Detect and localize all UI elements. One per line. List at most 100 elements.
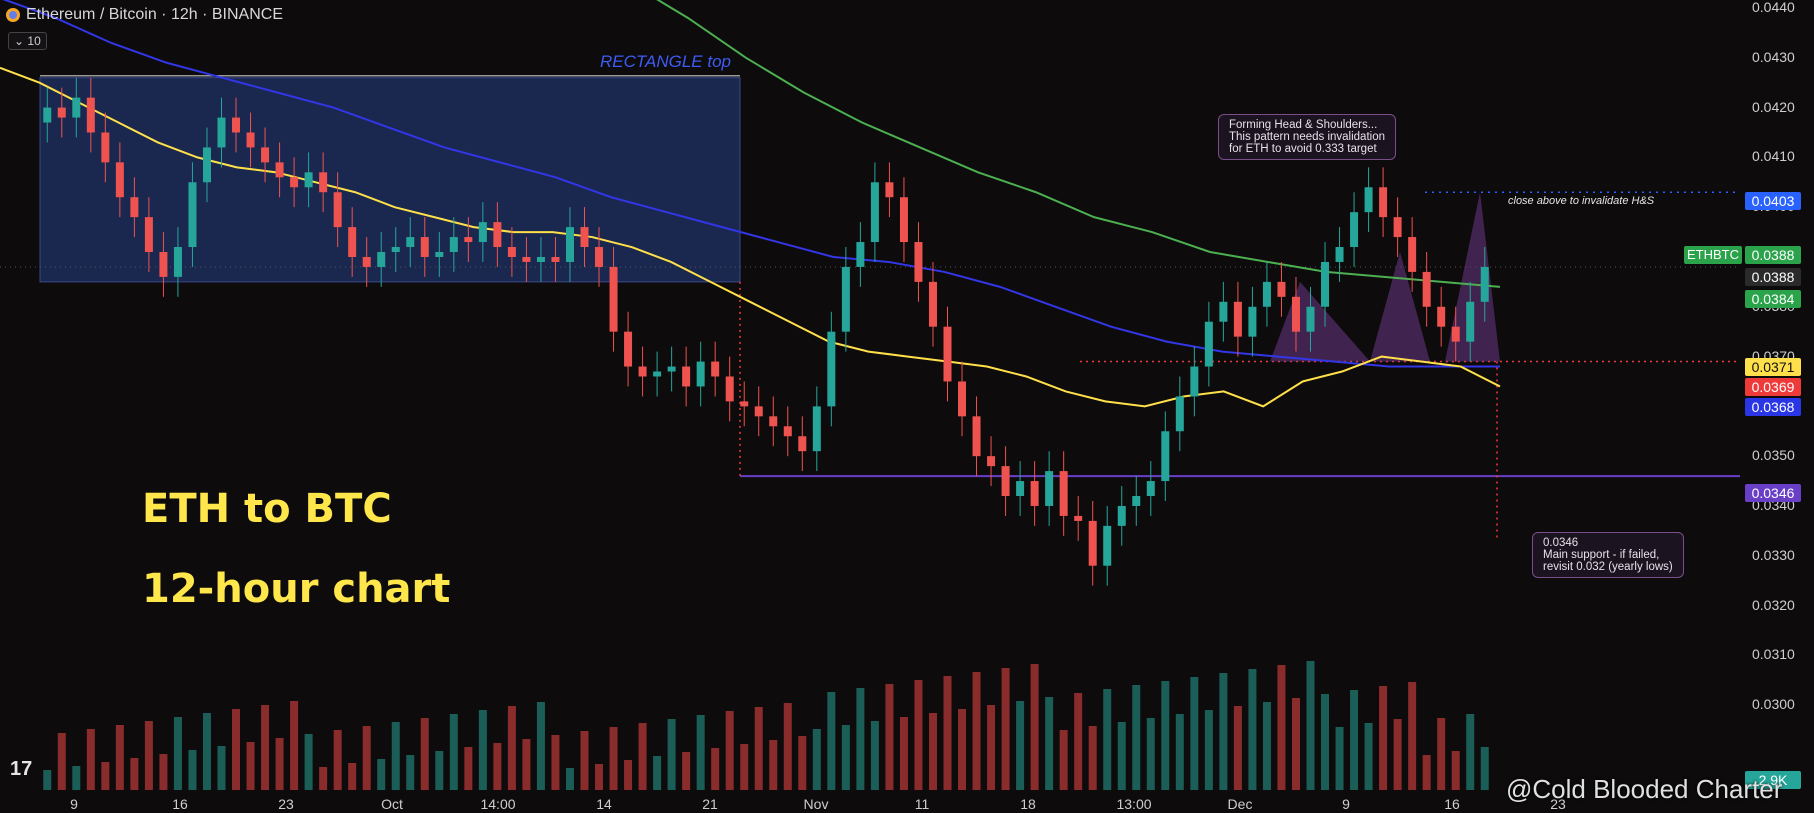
candle-body [812,406,821,452]
candle-body [783,426,792,437]
tradingview-logo-icon[interactable]: 17 [10,758,33,780]
candle-body [1030,481,1039,506]
x-tick-label: 13:00 [1116,796,1152,812]
x-tick-label: 23 [278,796,294,812]
volume-bar [1335,727,1344,790]
candle-body [1233,301,1242,337]
y-tick-label: 0.0430 [1752,48,1795,65]
volume-bar [958,709,967,790]
symbol-header[interactable]: Ethereum / Bitcoin · 12h · BINANCE [6,6,283,24]
support-annotation[interactable]: 0.0346 Main support - if failed, revisit… [1532,532,1684,578]
volume-bar [377,759,386,790]
badge-0403: 0.0403 [1745,192,1801,210]
volume-bar [319,767,328,790]
volume-bar [101,762,110,790]
x-tick-label: 21 [702,796,718,812]
volume-bar [275,738,284,790]
candle-body [1045,471,1054,506]
candle-body [1204,321,1213,367]
candle-body [1248,306,1257,337]
candle-body [638,366,647,377]
candle-body [464,237,473,243]
candle-body [870,182,879,243]
candle-body [1306,306,1315,332]
support-line-2: Main support - if failed, [1543,549,1660,561]
volume-bar [173,717,182,790]
volume-bar [595,764,604,790]
volume-bar [1030,664,1039,790]
candle-body [159,252,168,277]
overlay-subtitle: 12-hour chart [142,566,451,612]
candle-body [653,371,662,377]
candle-body [798,436,807,452]
candle-body [536,256,545,262]
candle-body [580,227,589,248]
volume-bar [1175,714,1184,790]
x-tick-label: 11 [914,796,930,812]
volume-bar [1408,682,1417,790]
candle-body [406,237,415,248]
x-tick-label: 18 [1020,796,1036,812]
candle-body [1480,266,1489,302]
candle-body [173,247,182,277]
candle-body [943,326,952,382]
volume-bar [1233,706,1242,790]
candle-body [667,366,676,372]
candle-body [202,147,211,183]
candle-body [958,381,967,417]
hs-annotation[interactable]: Forming Head & Shoulders... This pattern… [1218,114,1396,160]
volume-bar [1364,723,1373,790]
candle-body [1422,271,1431,307]
candle-body [740,401,749,407]
interval-value: 10 [27,34,41,48]
badge-support: 0.0346 [1745,484,1801,502]
candle-body [769,416,778,427]
candle-body [711,361,720,377]
volume-bar [711,748,720,790]
volume-bar [841,725,850,790]
candle-body [1161,431,1170,482]
candle-body [261,147,270,163]
candle-body [928,281,937,327]
volume-bar [159,754,168,790]
candle-body [1001,466,1010,496]
x-tick-label: 14 [596,796,612,812]
candle-body [565,227,574,262]
candle-body [1074,515,1083,521]
candle-body [1016,481,1025,496]
candle-body [827,331,836,407]
volume-bar [57,733,66,790]
hs-line-1: Forming Head & Shoulders... [1229,119,1378,131]
volume-bar [580,731,589,790]
candle-body [391,247,400,252]
volume-bar [420,718,429,790]
volume-bar [536,702,545,790]
x-tick-label: 9 [70,796,78,812]
volume-bar [870,721,879,790]
volume-bar [144,721,153,790]
volume-bar [493,743,502,790]
volume-bar [928,713,937,790]
candle-body [624,331,633,367]
candle-body [725,376,734,402]
candle-body [435,252,444,257]
indicator-pill[interactable]: ⌄ 10 [8,32,47,50]
candle-body [232,117,241,133]
candle-body [972,416,981,457]
volume-bar [1103,689,1112,790]
volume-bar [1045,697,1054,790]
volume-bar [653,756,662,790]
volume-bar [1451,751,1460,790]
ticker-badge: ETHBTC [1684,246,1742,264]
volume-bar [217,746,226,790]
volume-bar [72,766,81,790]
y-tick-label: 0.0420 [1752,98,1795,115]
volume-bar [827,692,836,790]
support-line-3: revisit 0.032 (yearly lows) [1543,561,1673,573]
candle-body [377,252,386,267]
watermark: @Cold Blooded Charter [1506,774,1783,804]
volume-bar [972,672,981,790]
hs-line-2: This pattern needs invalidation [1229,131,1385,143]
volume-bar [1306,661,1315,790]
